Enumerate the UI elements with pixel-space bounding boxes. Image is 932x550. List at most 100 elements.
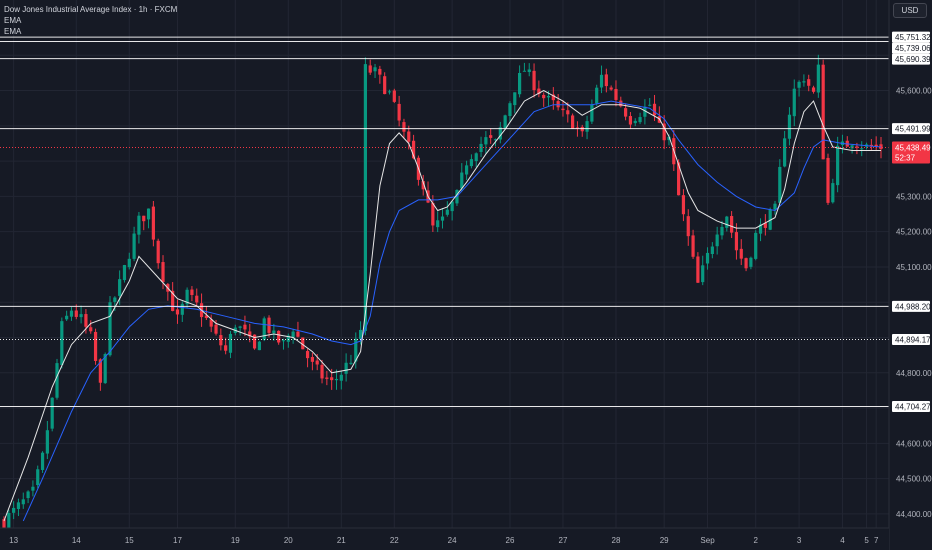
currency-button[interactable]: USD	[893, 3, 927, 18]
candle-body	[604, 74, 608, 87]
candle-body	[498, 127, 502, 140]
candle-body	[585, 121, 589, 132]
candle-body	[228, 333, 233, 353]
candle-body	[715, 234, 719, 247]
candle-body	[180, 303, 184, 315]
level-price-label: 44,704.27	[895, 403, 931, 412]
ema-slow-legend[interactable]: EMA	[4, 27, 22, 36]
candle-body	[493, 139, 498, 141]
candle-body	[787, 114, 792, 139]
candle-body	[113, 297, 117, 302]
candle-body	[758, 224, 763, 234]
candles	[2, 54, 883, 536]
candle-body	[50, 397, 54, 429]
candle-body	[474, 153, 478, 162]
candle-body	[836, 145, 840, 186]
candle-body	[566, 110, 570, 115]
candle-body	[628, 116, 633, 125]
candle-body	[31, 486, 35, 491]
candle-body	[464, 165, 469, 175]
candle-body	[590, 104, 594, 122]
time-tick-label: 14	[72, 536, 81, 545]
candle-body	[450, 201, 454, 212]
candle-body	[537, 88, 541, 95]
candle-body	[484, 137, 488, 145]
level-price-label: 45,751.32	[895, 33, 931, 42]
candle-body	[315, 360, 319, 365]
candle-body	[190, 289, 194, 295]
candle-body	[277, 330, 281, 343]
candle-body	[36, 469, 40, 486]
candle-body	[421, 181, 425, 190]
candle-body	[204, 315, 208, 318]
candle-body	[681, 195, 686, 215]
candle-body	[286, 335, 290, 342]
candle-body	[103, 354, 107, 384]
candle-body	[527, 69, 531, 73]
candle-body	[281, 340, 286, 342]
candle-body	[383, 76, 387, 95]
price-tick-label: 45,100.00	[896, 263, 932, 272]
candle-body	[638, 117, 642, 123]
candle-body	[12, 507, 16, 513]
candle-body	[831, 183, 835, 203]
candle-body	[146, 208, 151, 220]
candle-body	[7, 513, 11, 528]
time-tick-label: 13	[9, 536, 18, 545]
candle-body	[89, 327, 93, 332]
candle-body	[652, 103, 657, 116]
candle-body	[243, 324, 247, 330]
candle-body	[677, 162, 681, 196]
candle-body	[354, 338, 358, 362]
ema-fast-legend[interactable]: EMA	[4, 16, 22, 25]
candle-body	[132, 233, 136, 259]
price-axis	[889, 0, 932, 550]
candle-body	[252, 334, 257, 349]
candle-body	[69, 310, 74, 317]
candle-body	[238, 326, 242, 328]
candle-body	[821, 64, 825, 160]
candle-body	[614, 88, 618, 100]
candle-body	[60, 321, 64, 365]
candle-body	[296, 331, 300, 337]
candle-body	[84, 314, 88, 327]
candle-body	[156, 240, 160, 264]
candle-body	[291, 331, 295, 338]
candle-body	[363, 64, 368, 331]
candle-body	[98, 359, 102, 383]
candle-body	[691, 235, 695, 257]
candle-body	[479, 143, 483, 152]
candle-body	[508, 103, 512, 116]
candle-body	[349, 362, 353, 364]
candle-body	[334, 378, 339, 381]
time-tick-label: 20	[284, 536, 293, 545]
candle-body	[55, 363, 59, 398]
candle-body	[108, 302, 112, 356]
candle-body	[74, 310, 78, 317]
ema-fast-line	[3, 90, 881, 522]
candle-body	[773, 203, 777, 210]
level-price-tag	[892, 123, 930, 135]
level-price-label: 44,988.20	[895, 302, 931, 311]
candle-body	[701, 265, 705, 283]
candle-body	[705, 252, 710, 264]
candle-body	[571, 115, 575, 129]
time-tick-label: 22	[390, 536, 399, 545]
time-tick-label: 3	[797, 536, 802, 545]
level-price-label: 44,894.17	[895, 336, 931, 345]
candle-body	[874, 144, 878, 147]
level-price-label: 45,739.06	[895, 44, 931, 53]
level-price-tag	[892, 31, 930, 43]
time-tick-label: 4	[840, 536, 845, 545]
chart-legend: Dow Jones Industrial Average Index · 1h …	[4, 4, 177, 37]
candle-body	[411, 140, 416, 159]
candle-body	[151, 206, 155, 240]
candle-body	[185, 289, 189, 305]
price-tick-label: 45,600.00	[896, 87, 932, 96]
candle-body	[513, 92, 517, 106]
candle-body	[224, 345, 228, 351]
candle-body	[667, 136, 671, 141]
time-tick-label: 5	[864, 536, 869, 545]
level-price-tag	[892, 53, 930, 65]
